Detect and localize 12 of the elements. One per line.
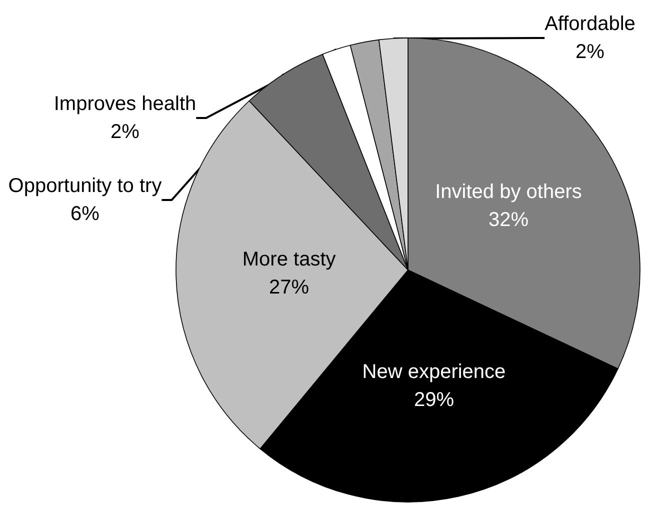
data-label: 6% <box>70 203 100 225</box>
slice-label: Improves health <box>54 93 196 115</box>
data-label: 27% <box>269 276 310 299</box>
slice-label: More tasty <box>242 248 336 271</box>
data-label: 32% <box>488 209 529 232</box>
data-label: 29% <box>414 389 454 412</box>
slice-label: Opportunity to try <box>8 175 162 197</box>
slice-label: New experience <box>362 361 506 384</box>
data-label: 2% <box>110 121 140 143</box>
slice-label: Invited by others <box>435 181 582 204</box>
data-label: 2% <box>576 41 605 63</box>
slice-label: Affordable <box>544 13 636 35</box>
